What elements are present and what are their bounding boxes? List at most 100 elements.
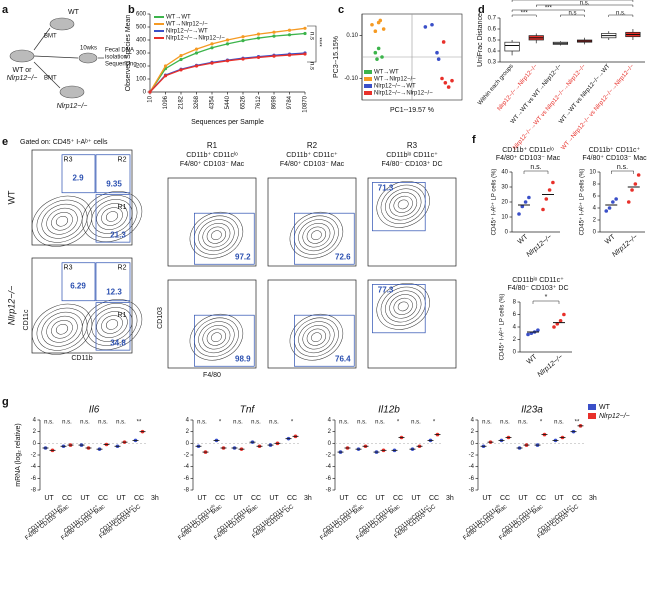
gate-name: R3 <box>64 156 73 163</box>
significance: **** <box>315 37 321 47</box>
chart-title: Il23a <box>521 405 543 416</box>
y-tick-label: -8 <box>184 488 190 494</box>
significance: n.s. <box>357 420 367 426</box>
contour <box>306 328 327 346</box>
contour <box>380 184 426 224</box>
y-tick-label: -4 <box>326 464 332 470</box>
y-tick-label: 300 <box>136 51 147 57</box>
contour <box>289 211 344 259</box>
legend-swatch <box>364 77 372 81</box>
column-title: R2 <box>307 141 318 150</box>
significance: n.s. <box>251 420 261 426</box>
y-tick-label: -2 <box>326 453 332 459</box>
bmt-label: BMT <box>44 76 57 82</box>
significance: n.s. <box>616 11 626 17</box>
y-tick-label: -2 <box>184 453 190 459</box>
point <box>179 68 183 72</box>
y-tick-label: 400 <box>136 38 147 44</box>
x-tick-label: 8698 <box>272 95 278 109</box>
significance: ** <box>575 420 580 426</box>
significance: * <box>545 294 548 301</box>
point <box>373 50 378 55</box>
flow-plot <box>267 177 357 267</box>
row-label: Nlrp12−/− <box>6 286 16 326</box>
contour <box>86 303 138 346</box>
y-tick-label: 6 <box>513 312 517 318</box>
gate <box>294 212 355 265</box>
y-tick-label: 30 <box>501 185 508 191</box>
x-tick-label: 1096 <box>163 95 169 109</box>
point <box>450 78 454 83</box>
x-tick-label: UT <box>411 495 421 502</box>
contour <box>393 195 413 213</box>
point <box>614 197 618 201</box>
point <box>287 33 292 37</box>
column-title: R3 <box>407 141 418 150</box>
point <box>256 32 261 36</box>
gate <box>95 302 131 351</box>
contour <box>41 203 83 239</box>
x-tick-label: UT <box>554 495 564 502</box>
contour <box>376 181 430 228</box>
point <box>604 209 609 213</box>
significance: * <box>291 420 294 426</box>
x-tick-label: UT <box>482 495 492 502</box>
point <box>526 332 530 337</box>
point <box>225 42 230 46</box>
column-title: CD11b⁺ CD11c⁺ <box>286 152 338 159</box>
y-tick-label: 6 <box>593 194 597 200</box>
contour <box>397 301 409 312</box>
bracket <box>511 14 537 17</box>
significance: n.s. <box>269 420 279 426</box>
panel-label: e <box>2 136 8 148</box>
point <box>517 212 521 216</box>
y-tick-label: 2 <box>328 429 332 435</box>
point <box>179 54 183 58</box>
x-tick-label: WT <box>517 233 530 246</box>
significance: n.s. <box>518 420 528 426</box>
y-tick-label: 4 <box>186 418 190 424</box>
gate-name: R2 <box>118 156 127 163</box>
significance: n.s. <box>116 420 126 426</box>
bracket <box>307 25 317 63</box>
x-tick-label: WT <box>604 233 617 246</box>
flow-plot <box>31 257 133 354</box>
legend-label: WT→Nlrp12−/− <box>374 77 416 83</box>
gate <box>372 284 426 334</box>
contour <box>385 188 422 221</box>
significance: *** <box>545 6 553 12</box>
significance: *** <box>521 11 529 17</box>
point <box>241 57 245 61</box>
column-title: F4/80⁺ CD103⁻ Mac <box>280 161 345 168</box>
chart-title: F4/80⁺ CD103⁻ Mac <box>582 155 647 162</box>
y-tick-label: 2 <box>186 429 190 435</box>
contour <box>206 328 227 346</box>
bracket <box>611 170 634 174</box>
point <box>551 180 555 185</box>
significance: n.s. <box>482 420 492 426</box>
flow-plot <box>31 149 133 246</box>
point <box>225 38 230 42</box>
legend-swatch <box>588 404 596 410</box>
contour <box>206 226 227 244</box>
panel-label: d <box>478 4 485 16</box>
point <box>241 35 245 39</box>
gate <box>194 314 255 367</box>
significance: ** <box>137 420 142 426</box>
mouse-icons <box>9 17 98 99</box>
y-tick-label: 0 <box>513 350 517 356</box>
point <box>523 200 528 204</box>
x-tick-label: 6526 <box>241 95 247 109</box>
point <box>272 54 276 58</box>
point <box>541 207 545 212</box>
contour <box>293 317 339 357</box>
column-title: F4/80⁻ CD103⁺ DC <box>381 161 442 168</box>
recipient-label: Nlrp12−/− <box>7 75 38 82</box>
x-tick-label: UT <box>339 495 349 502</box>
point <box>148 90 152 94</box>
x-tick-label: Nlrp12−/− <box>525 234 553 259</box>
x-tick-label: CC <box>62 495 72 502</box>
legend-swatch <box>364 91 372 95</box>
y-tick-label: 0 <box>186 441 190 447</box>
